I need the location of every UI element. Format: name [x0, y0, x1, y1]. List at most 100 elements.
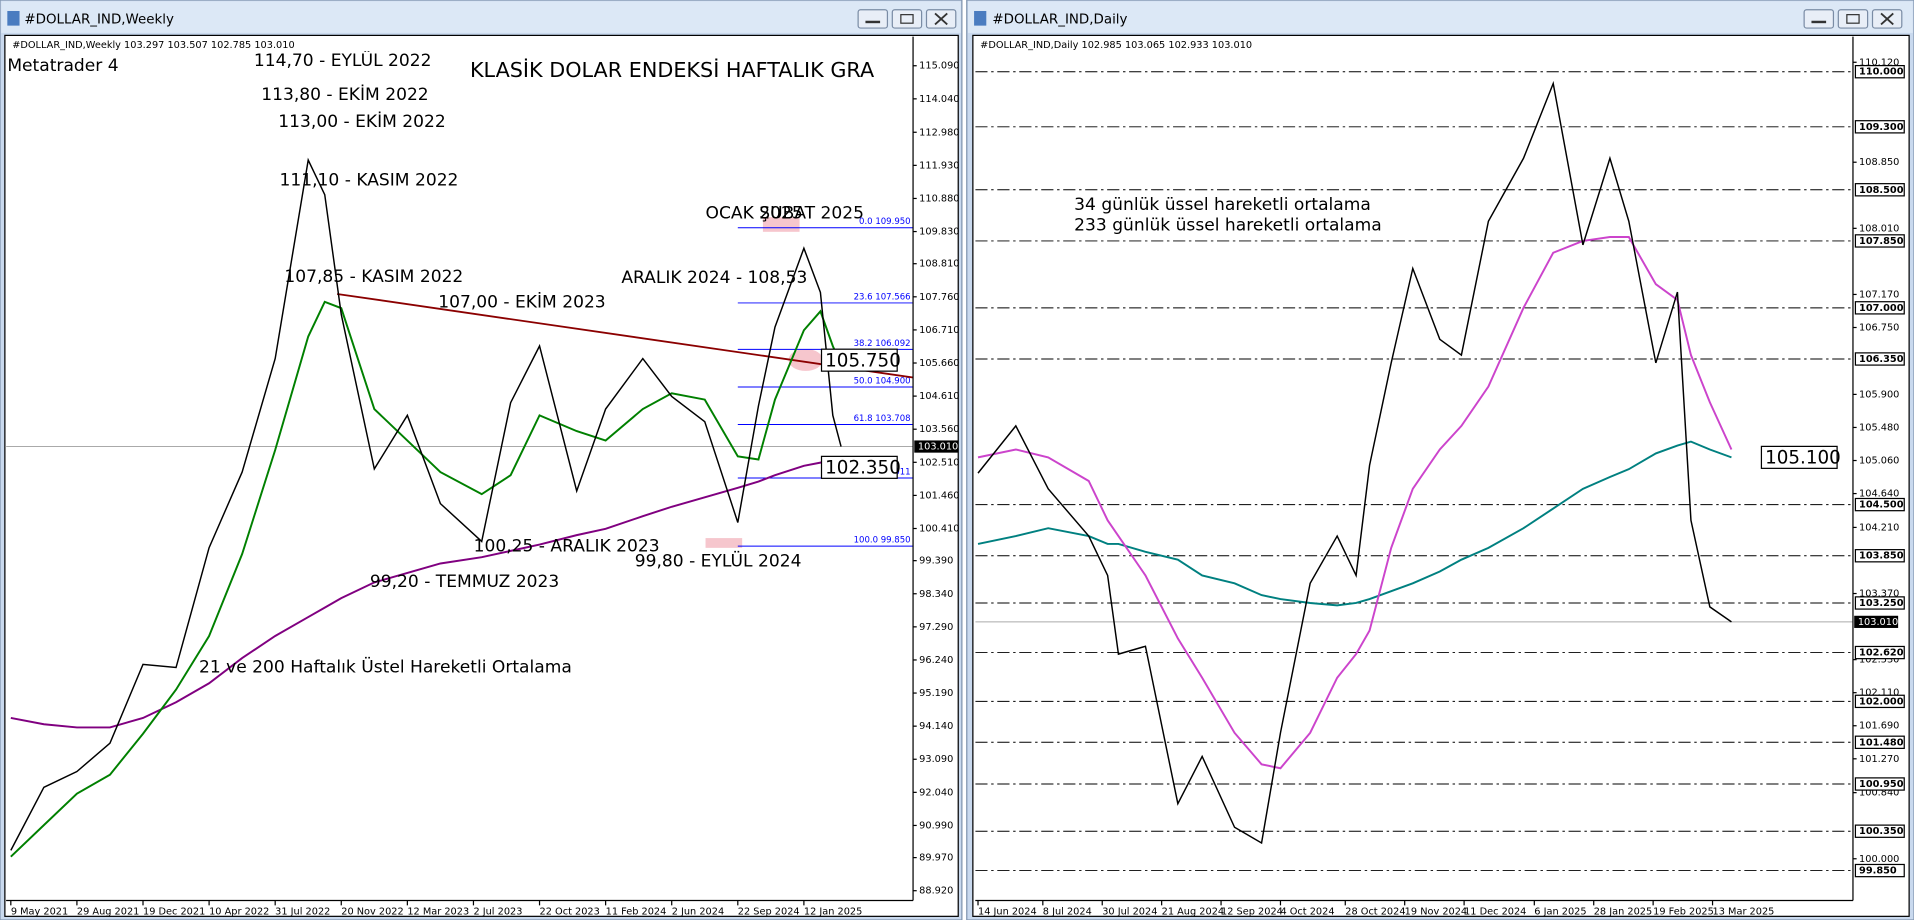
- y-tick-label: 101.460: [919, 490, 959, 501]
- price-line: [10, 157, 842, 851]
- level-label-box: [1854, 120, 1905, 134]
- level-label-box: [1854, 183, 1905, 197]
- annotation: 34 günlük üssel hareketli ortalama: [1074, 195, 1371, 215]
- current-price-box: [1854, 615, 1899, 628]
- x-tick-label: 2 Jun 2024: [672, 906, 724, 917]
- y-tick-label: 103.560: [919, 424, 959, 435]
- window-right: #DOLLAR_IND,Daily #DOLLAR_IND,Daily 102.…: [966, 0, 1914, 921]
- y-tick-label: 107.170: [1859, 289, 1899, 300]
- x-tick-label: 8 Jul 2024: [1043, 906, 1092, 917]
- price-line: [977, 80, 1732, 845]
- x-tick-label: 28 Oct 2024: [1345, 906, 1405, 917]
- plot: 0.0 109.950 23.6 107.566 38.2 106.092 50.0 …: [6, 49, 914, 858]
- x-tick-label: 20 Nov 2022: [341, 906, 403, 917]
- y-tick-label: 88.920: [919, 886, 953, 897]
- trendline: [337, 293, 914, 379]
- level-label: 103.850: [1859, 551, 1904, 562]
- annotation: 113,80 - EKİM 2022: [261, 84, 428, 105]
- y-tick-label: 101.270: [1859, 754, 1899, 765]
- y-tick-label: 112.980: [919, 127, 959, 138]
- minimize-button[interactable]: [857, 9, 889, 29]
- x-tick-label: 28 Jan 2025: [1594, 906, 1652, 917]
- x-tick-label: 31 Jul 2022: [275, 906, 330, 917]
- y-tick-label: 93.090: [919, 754, 953, 765]
- level-label-box: [1854, 863, 1905, 878]
- x-tick-label: 21 Aug 2024: [1162, 906, 1224, 917]
- annotation: 107,00 - EKİM 2023: [438, 292, 605, 313]
- y-tick-label: 102.110: [1859, 688, 1899, 699]
- y-tick-label: 96.240: [919, 655, 953, 666]
- y-tick-label: 90.990: [919, 820, 953, 831]
- y-tick-label: 111.930: [919, 160, 959, 171]
- level-label-box: [1854, 301, 1905, 315]
- annotation: 233 günlük üssel hareketli ortalama: [1074, 216, 1382, 236]
- annotation: OCAK 2025: [706, 204, 803, 224]
- level-label: 100.950: [1859, 779, 1904, 790]
- y-tick-label: 109.830: [919, 227, 959, 238]
- price-box-label: 105.100: [1765, 448, 1841, 469]
- level-label: 107.000: [1859, 303, 1904, 314]
- level-label-box: [1854, 694, 1905, 709]
- y-tick-label: 105.060: [1859, 456, 1899, 467]
- fib-label: 61.8 103.708: [854, 414, 911, 424]
- window-title: #DOLLAR_IND,Daily: [992, 13, 1127, 28]
- level-label: 109.300: [1859, 122, 1904, 133]
- level-label: 102.000: [1859, 696, 1904, 707]
- level-label-box: [1854, 352, 1905, 366]
- y-tick-label: 104.610: [919, 391, 959, 402]
- level-label: 107.850: [1859, 236, 1904, 247]
- level-label-box: [1854, 824, 1905, 838]
- x-tick-label: 14 Jun 2024: [978, 906, 1037, 917]
- x-tick-label: 22 Oct 2023: [540, 906, 600, 917]
- y-tick-label: 110.120: [1859, 57, 1899, 68]
- current-price-label: 103.010: [1858, 617, 1898, 628]
- chart-info: #DOLLAR_IND,Daily 102.985 103.065 102.93…: [980, 40, 1252, 51]
- level-label-box: [1854, 497, 1905, 512]
- fib-label: 100.0 99.850: [854, 536, 911, 546]
- x-tick-label: 22 Sep 2024: [738, 906, 800, 917]
- level-label: 110.000: [1859, 67, 1904, 78]
- annotation: 114,70 - EYLÜL 2022: [254, 49, 432, 71]
- minimize-button[interactable]: [1803, 9, 1835, 29]
- x-tick-label: 4 Oct 2024: [1280, 906, 1334, 917]
- maximize-button[interactable]: [891, 9, 923, 29]
- x-tick-label: 13 Mar 2025: [1713, 906, 1775, 917]
- annotation: 100,25 - ARALIK 2023: [474, 537, 660, 557]
- price-box: [820, 455, 898, 479]
- y-tick-label: 98.340: [919, 589, 953, 600]
- chart-info: #DOLLAR_IND,Weekly 103.297 103.507 102.7…: [12, 40, 294, 51]
- price-box-label: 105.750: [825, 350, 901, 371]
- annotation: 99,20 - TEMMUZ 2023: [370, 572, 559, 592]
- y-tick-label: 105.480: [1859, 422, 1899, 433]
- current-price-box: [914, 440, 959, 453]
- y-tick-label: 104.640: [1859, 489, 1899, 500]
- y-tick-label: 105.660: [919, 358, 959, 369]
- annotation: 21 ve 200 Haftalık Üstel Hareketli Ortal…: [199, 655, 572, 677]
- plot: 105.100 34 günlük üssel hareketli ortalam…: [975, 71, 1853, 872]
- level-label: 103.250: [1859, 598, 1904, 609]
- price-box: [1760, 445, 1838, 469]
- y-tick-label: 110.880: [919, 193, 959, 204]
- y-tick-label: 95.190: [919, 688, 953, 699]
- y-tick-label: 100.410: [919, 524, 959, 535]
- annotation: 113,00 - EKİM 2022: [278, 111, 445, 132]
- current-price-label: 103.010: [918, 442, 958, 453]
- annotation: 111,10 - KASIM 2022: [280, 171, 459, 191]
- x-tick-label: 10 Apr 2022: [209, 906, 269, 917]
- y-tick-label: 102.510: [919, 457, 959, 468]
- y-tick-label: 104.210: [1859, 522, 1899, 533]
- maximize-button[interactable]: [1837, 9, 1869, 29]
- y-tick-label: 114.040: [919, 94, 959, 105]
- y-tick-label: 100.840: [1859, 788, 1899, 799]
- level-label-box: [1854, 234, 1905, 248]
- level-label-box: [1854, 549, 1905, 563]
- x-tick-label: 19 Dec 2021: [143, 906, 205, 917]
- x-tick-label: 19 Feb 2025: [1653, 906, 1714, 917]
- moving-average: [977, 236, 1733, 770]
- annotation: ARALIK 2024 - 108,53: [621, 268, 807, 288]
- x-tick-label: 11 Dec 2024: [1464, 906, 1526, 917]
- moving-average: [977, 440, 1732, 607]
- y-tick-label: 92.040: [919, 787, 953, 798]
- level-label-box: [1854, 645, 1905, 660]
